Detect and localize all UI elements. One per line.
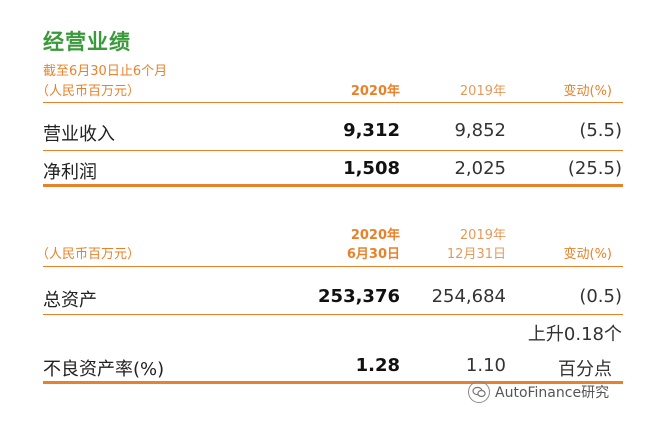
npl-change-line1: 上升0.18个	[527, 324, 622, 345]
value-npl-2019: 1.10	[465, 355, 506, 376]
value-net-profit-2019: 2,025	[454, 158, 506, 179]
table2-bottom-rule	[43, 381, 623, 384]
value-total-assets-2020: 253,376	[318, 286, 400, 307]
value-total-assets-change: (0.5)	[579, 286, 622, 307]
unit-label-2: （人民币百万元）	[36, 247, 141, 262]
period-subtitle: 截至6月30日止6个月	[43, 64, 168, 79]
table2-header-divider	[43, 266, 623, 267]
col-2020-header: 2020年	[350, 84, 400, 99]
wechat-icon	[468, 381, 490, 403]
table2-row-divider	[43, 314, 623, 315]
col2-2020-year: 2020年	[350, 228, 400, 243]
value-revenue-change: (5.5)	[579, 120, 622, 141]
value-revenue-2019: 9,852	[454, 120, 506, 141]
section-title: 经营业绩	[43, 30, 131, 54]
watermark-text: AutoFinance研究	[495, 385, 610, 401]
col-change-header: 变动(%)	[563, 84, 613, 99]
col2-2019-date: 12月31日	[446, 247, 506, 262]
row-label-net-profit: 净利润	[43, 162, 97, 183]
row-label-total-assets: 总资产	[43, 290, 97, 311]
col2-change-header: 变动(%)	[563, 247, 613, 262]
watermark: AutoFinance研究	[468, 381, 609, 403]
col2-2020-date: 6月30日	[346, 247, 400, 262]
value-net-profit-2020: 1,508	[343, 158, 400, 179]
row-label-npl-ratio: 不良资产率(%)	[43, 359, 165, 380]
table1-row-divider	[43, 150, 623, 151]
value-total-assets-2019: 254,684	[431, 286, 506, 307]
col-2019-header: 2019年	[459, 84, 506, 99]
table1-bottom-rule	[43, 184, 623, 187]
value-revenue-2020: 9,312	[343, 120, 400, 141]
npl-change-line2: 百分点	[558, 359, 612, 380]
col2-2019-year: 2019年	[459, 228, 506, 243]
table1-header-divider	[43, 102, 623, 103]
value-npl-2020: 1.28	[355, 355, 400, 376]
unit-label: （人民币百万元）	[36, 84, 141, 99]
value-net-profit-change: (25.5)	[567, 158, 622, 179]
row-label-revenue: 营业收入	[43, 124, 115, 145]
